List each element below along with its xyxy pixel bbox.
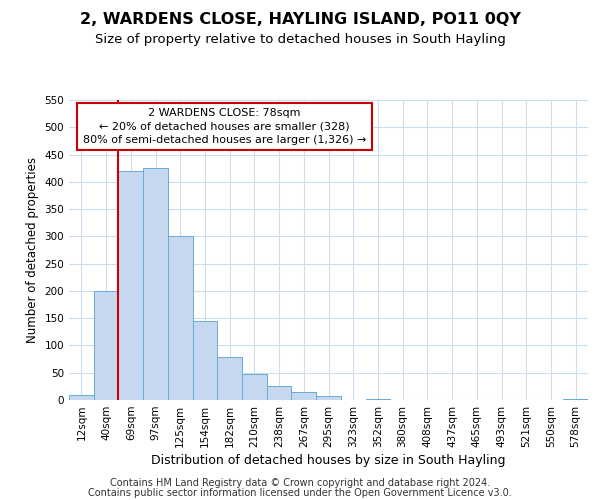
- Bar: [69, 394, 94, 400]
- Text: Contains HM Land Registry data © Crown copyright and database right 2024.: Contains HM Land Registry data © Crown c…: [110, 478, 490, 488]
- Text: Contains public sector information licensed under the Open Government Licence v3: Contains public sector information licen…: [88, 488, 512, 498]
- X-axis label: Distribution of detached houses by size in South Hayling: Distribution of detached houses by size …: [151, 454, 506, 467]
- Bar: [94, 291, 118, 400]
- Bar: [267, 386, 292, 400]
- Bar: [118, 171, 143, 400]
- Bar: [217, 358, 242, 400]
- Text: Size of property relative to detached houses in South Hayling: Size of property relative to detached ho…: [95, 32, 505, 46]
- Bar: [242, 374, 267, 400]
- Y-axis label: Number of detached properties: Number of detached properties: [26, 157, 39, 343]
- Bar: [143, 168, 168, 400]
- Text: 2 WARDENS CLOSE: 78sqm
← 20% of detached houses are smaller (328)
80% of semi-de: 2 WARDENS CLOSE: 78sqm ← 20% of detached…: [83, 108, 367, 144]
- Bar: [168, 236, 193, 400]
- Bar: [365, 399, 390, 400]
- Text: 2, WARDENS CLOSE, HAYLING ISLAND, PO11 0QY: 2, WARDENS CLOSE, HAYLING ISLAND, PO11 0…: [80, 12, 520, 28]
- Bar: [193, 321, 217, 400]
- Bar: [316, 396, 341, 400]
- Bar: [292, 392, 316, 400]
- Bar: [563, 399, 588, 400]
